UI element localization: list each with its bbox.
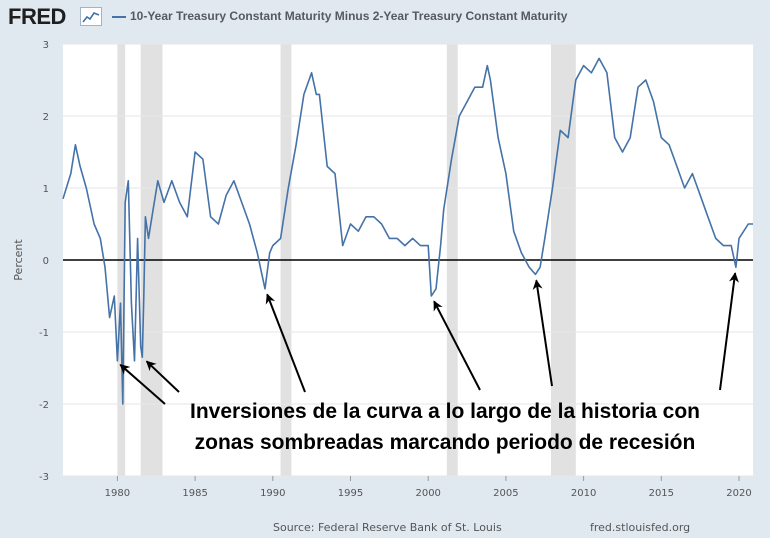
footer-source: Source: Federal Reserve Bank of St. Loui… xyxy=(273,521,502,534)
x-tick-label: 1995 xyxy=(338,488,363,499)
series-title[interactable]: 10-Year Treasury Constant Maturity Minus… xyxy=(130,9,568,23)
y-axis-label: Percent xyxy=(12,239,25,281)
inversion-arrow-5 xyxy=(719,272,739,391)
y-axis-tick-labels: -3 -2 -1 0 1 2 3 xyxy=(39,40,49,483)
inversion-arrow-1 xyxy=(145,360,180,393)
x-tick-label: 1990 xyxy=(260,488,285,499)
series-line[interactable] xyxy=(62,57,753,405)
x-tick-label: 1985 xyxy=(182,488,207,499)
inversion-arrows xyxy=(119,272,739,405)
inversion-arrow-0 xyxy=(119,364,166,405)
x-axis-tick-labels: 1980 1985 1990 1995 2000 2005 2010 2015 2020 xyxy=(105,476,752,499)
y-tick-label: -3 xyxy=(39,472,49,483)
y-tick-label: 1 xyxy=(43,184,49,195)
x-tick-label: 2010 xyxy=(571,488,596,499)
inversion-arrow-3 xyxy=(433,300,481,391)
y-tick-label: -1 xyxy=(39,328,49,339)
x-tick-label: 2005 xyxy=(493,488,518,499)
chart-header: FRED 10-Year Treasury Constant Maturity … xyxy=(0,0,770,34)
annotation-line-1: Inversiones de la curva a lo largo de la… xyxy=(190,400,700,423)
footer-url[interactable]: fred.stlouisfed.org xyxy=(590,521,691,534)
y-tick-label: 3 xyxy=(43,40,49,51)
annotation-line-2: zonas sombreadas marcando periodo de rec… xyxy=(195,431,696,454)
y-tick-label: 2 xyxy=(43,112,49,123)
y-tick-label: 0 xyxy=(43,256,49,267)
y-tick-label: -2 xyxy=(39,400,49,411)
x-tick-label: 2000 xyxy=(415,488,440,499)
fred-logo[interactable]: FRED xyxy=(8,4,66,29)
inversion-arrow-2 xyxy=(265,293,306,393)
inversion-arrow-4 xyxy=(532,279,553,387)
line-graph-icon xyxy=(80,7,102,26)
x-tick-label: 2015 xyxy=(649,488,674,499)
x-tick-label: 2020 xyxy=(726,488,751,499)
legend-swatch xyxy=(112,16,126,18)
x-tick-label: 1980 xyxy=(105,488,130,499)
